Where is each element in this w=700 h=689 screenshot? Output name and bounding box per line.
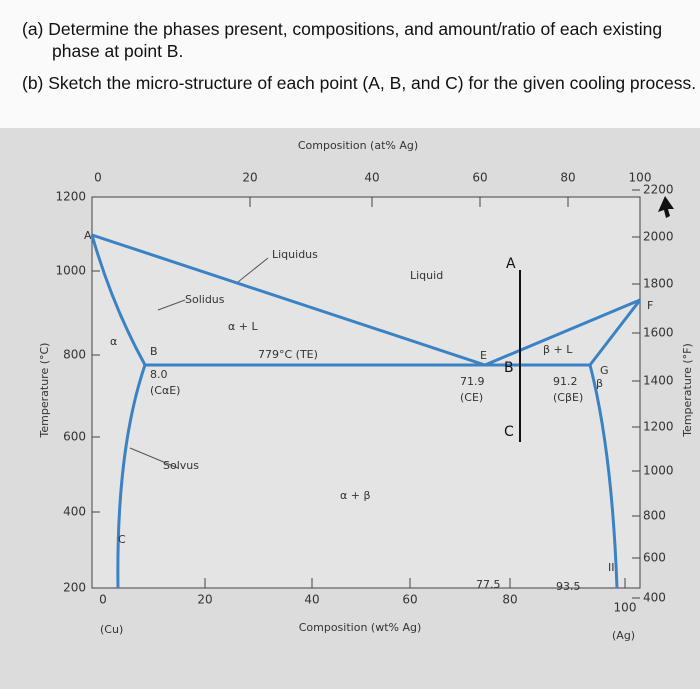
- region-label: Liquidus: [272, 248, 318, 261]
- region-label: 91.2: [553, 375, 578, 388]
- leader: [237, 257, 269, 283]
- leader: [129, 447, 179, 469]
- right-tick-label: 1200: [643, 420, 674, 434]
- left-tick-label: 200: [63, 581, 86, 595]
- solidus-alpha: [90, 234, 147, 366]
- left-tick-label: 400: [63, 505, 86, 519]
- region-label: G: [600, 364, 609, 377]
- region-label: II: [608, 561, 615, 574]
- top-tick-label: 20: [242, 171, 257, 185]
- axis-title: Composition (at% Ag): [298, 139, 418, 152]
- path-point-label: B: [504, 360, 514, 376]
- region-label: β: [596, 377, 603, 390]
- region-label: 71.9: [460, 375, 485, 388]
- right-tick-label: 1400: [643, 374, 674, 388]
- cursor: [658, 196, 674, 218]
- question-part: (a) Determine the phases present, compos…: [22, 19, 663, 61]
- region-label: 8.0: [150, 368, 168, 381]
- question: (a) Determine the phases present, compos…: [0, 0, 700, 128]
- region-label: B: [150, 345, 158, 358]
- right-tick-label: 600: [643, 551, 666, 565]
- top-tick-label: 60: [472, 171, 487, 185]
- right-tick-label: 2000: [643, 230, 674, 244]
- region-label: (CαE): [150, 384, 180, 397]
- solvus-beta: [588, 364, 619, 589]
- right-tick-label: 800: [643, 509, 666, 523]
- plot-frame: [91, 196, 641, 589]
- region-label: Solvus: [163, 459, 199, 472]
- left-tick-label: 800: [63, 348, 86, 362]
- bottom-tick-label: 100: [614, 601, 637, 615]
- bottom-tick-label: 40: [304, 593, 319, 607]
- top-tick-label: 100: [629, 171, 652, 185]
- region-label: (Cu): [100, 623, 123, 636]
- path-point-label: C: [504, 424, 514, 440]
- top-tick-label: 40: [364, 171, 379, 185]
- region-label: β + L: [543, 343, 573, 356]
- axis-title: Composition (wt% Ag): [299, 621, 422, 634]
- bottom-tick-label: 60: [402, 593, 417, 607]
- region-label: (CE): [460, 391, 483, 404]
- region-label: Liquid: [410, 269, 443, 282]
- region-label: α + L: [228, 320, 258, 333]
- axis-title: Temperature (°F): [681, 343, 694, 438]
- region-label: α + β: [340, 489, 370, 502]
- bottom-tick-label: 20: [197, 593, 212, 607]
- bottom-tick-label: 0: [99, 593, 107, 607]
- right-tick-label: 1800: [643, 277, 674, 291]
- bottom-tick-label: 80: [502, 593, 517, 607]
- right-tick-label: 2200: [643, 183, 674, 197]
- right-tick-label: 1000: [643, 464, 674, 478]
- region-label: F: [647, 299, 653, 312]
- region-label: Solidus: [185, 293, 225, 306]
- leader: [157, 299, 186, 311]
- top-tick-label: 80: [560, 171, 575, 185]
- path-point-label: A: [506, 256, 516, 272]
- region-label: A: [84, 229, 92, 242]
- region-label: 93.5: [556, 580, 581, 593]
- region-label: 779°C (TE): [258, 348, 318, 361]
- region-label: α: [110, 335, 117, 348]
- solvus-alpha: [116, 364, 147, 589]
- right-tick-label: 1600: [643, 326, 674, 340]
- region-label: 77.5: [476, 578, 501, 591]
- region-label: (Ag): [612, 629, 635, 642]
- question-part: (b) Sketch the micro-structure of each p…: [22, 73, 697, 93]
- right-tick-label: 400: [643, 591, 666, 605]
- solidus-beta: [588, 299, 642, 366]
- region-label: C: [118, 533, 126, 546]
- left-tick-label: 1200: [55, 190, 86, 204]
- axis-title: Temperature (°C): [38, 343, 51, 439]
- region-label: (CβE): [553, 391, 583, 404]
- top-tick-label: 0: [94, 171, 102, 185]
- region-label: E: [480, 349, 487, 362]
- left-tick-label: 1000: [55, 264, 86, 278]
- left-tick-label: 600: [63, 430, 86, 444]
